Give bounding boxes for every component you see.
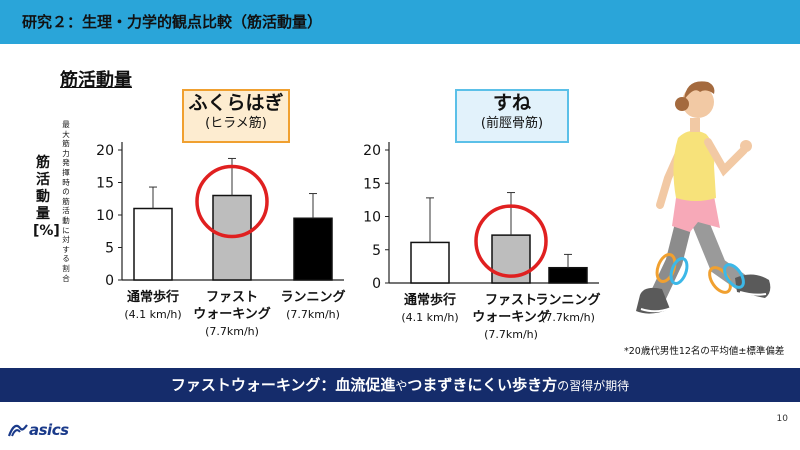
shin-bar-1 [410, 241, 450, 284]
banner-text-2: や [395, 379, 408, 393]
calf-highlight-icon [655, 253, 677, 283]
calf-category-label-2: ウォーキング [193, 306, 271, 322]
calf-y-tick-label: 20 [96, 143, 114, 159]
asics-logo-icon [7, 423, 28, 437]
calf-category-speed-1: (4.1 km/h) [124, 308, 181, 321]
shin-highlight-icon [669, 257, 689, 285]
shin-category-label-3: ランニング [535, 292, 600, 308]
calf-muscle-sub: (ヒラメ筋) [205, 116, 267, 131]
shin-category-speed-3: (7.7km/h) [541, 311, 595, 324]
calf-category-speed-3: (7.7km/h) [286, 308, 340, 321]
calf-y-tick-label: 0 [105, 273, 114, 289]
calf-bar-3 [293, 217, 333, 281]
shin-y-tick-label: 15 [363, 176, 381, 192]
page-number: 10 [776, 414, 788, 424]
calf-y-tick-label: 5 [105, 241, 114, 257]
shin-category-speed-1: (4.1 km/h) [401, 311, 458, 324]
calf-category-speed-2: (7.7km/h) [205, 325, 259, 338]
shin-muscle-name: すね [492, 92, 531, 114]
calf-bar-1 [133, 207, 173, 281]
banner-text-4: の習得が期待 [557, 379, 630, 393]
banner-text-3: つまずきにくい歩き方 [407, 376, 558, 394]
shin-bar-3 [548, 266, 588, 284]
asics-logo-text: asics [29, 421, 69, 439]
shin-y-tick-label: 5 [372, 243, 381, 259]
shin-category-label-1: 通常歩行 [404, 292, 456, 308]
calf-category-label-1: 通常歩行 [127, 289, 179, 305]
section-title: 筋活動量 [60, 70, 132, 91]
shin-y-tick-label: 0 [372, 276, 381, 292]
shin-y-tick-label: 20 [363, 143, 381, 159]
shin-category-label-2: ファスト [485, 293, 537, 308]
conclusion-banner: ファストウォーキング：血流促進やつまずきにくい歩き方の習得が期待 [0, 368, 800, 402]
calf-highlight-circle-icon [195, 164, 269, 239]
calf-y-tick-label: 10 [96, 208, 114, 224]
walking-woman-illustration [636, 81, 771, 314]
shin-highlight-circle-icon [474, 204, 548, 278]
calf-y-tick-label: 15 [96, 176, 114, 192]
header-bar: 研究２：生理・力学的観点比較（筋活動量） [0, 0, 800, 44]
y-axis-unit-label: 筋活動量[%] [33, 155, 60, 239]
shin-y-tick-label: 10 [363, 210, 381, 226]
page-title: 研究２：生理・力学的観点比較（筋活動量） [22, 13, 323, 31]
shin-category-speed-2: (7.7km/h) [484, 328, 538, 341]
shin-muscle-label-box: すね (前脛骨筋) [455, 89, 569, 143]
calf-muscle-label-box: ふくらはぎ (ヒラメ筋) [182, 89, 290, 143]
calf-category-label-2: ファスト [206, 290, 258, 305]
footnote: *20歳代男性12名の平均値±標準偏差 [624, 346, 785, 357]
calf-muscle-name: ふくらはぎ [188, 92, 284, 114]
banner-text-1: ファストウォーキング：血流促進 [170, 376, 396, 394]
calf-category-label-3: ランニング [280, 289, 345, 305]
shin-category-label-2: ウォーキング [472, 309, 550, 325]
y-axis-description: 最大筋力発揮時の筋活動に対する割合 [62, 120, 70, 283]
shin-muscle-sub: (前脛骨筋) [480, 116, 544, 131]
asics-logo: asics [7, 421, 69, 439]
